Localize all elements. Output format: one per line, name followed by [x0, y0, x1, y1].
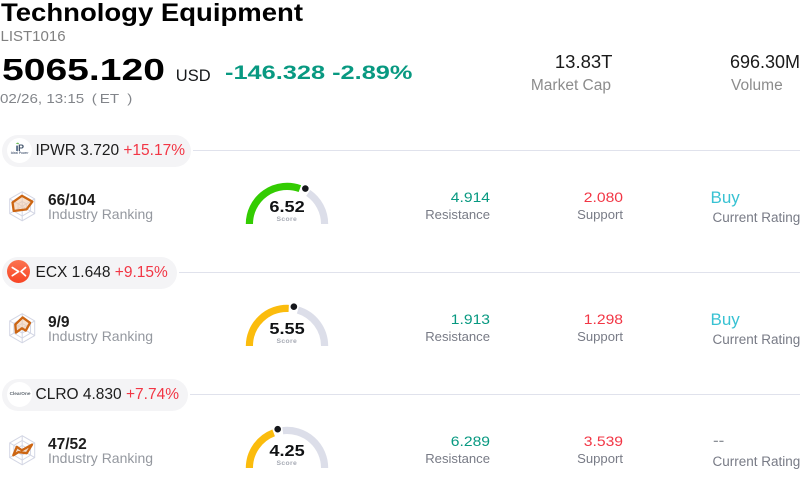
svg-text:ClearOne: ClearOne	[10, 391, 31, 396]
svg-text:P: P	[18, 143, 24, 153]
svg-text:Ideal Power: Ideal Power	[11, 151, 29, 155]
